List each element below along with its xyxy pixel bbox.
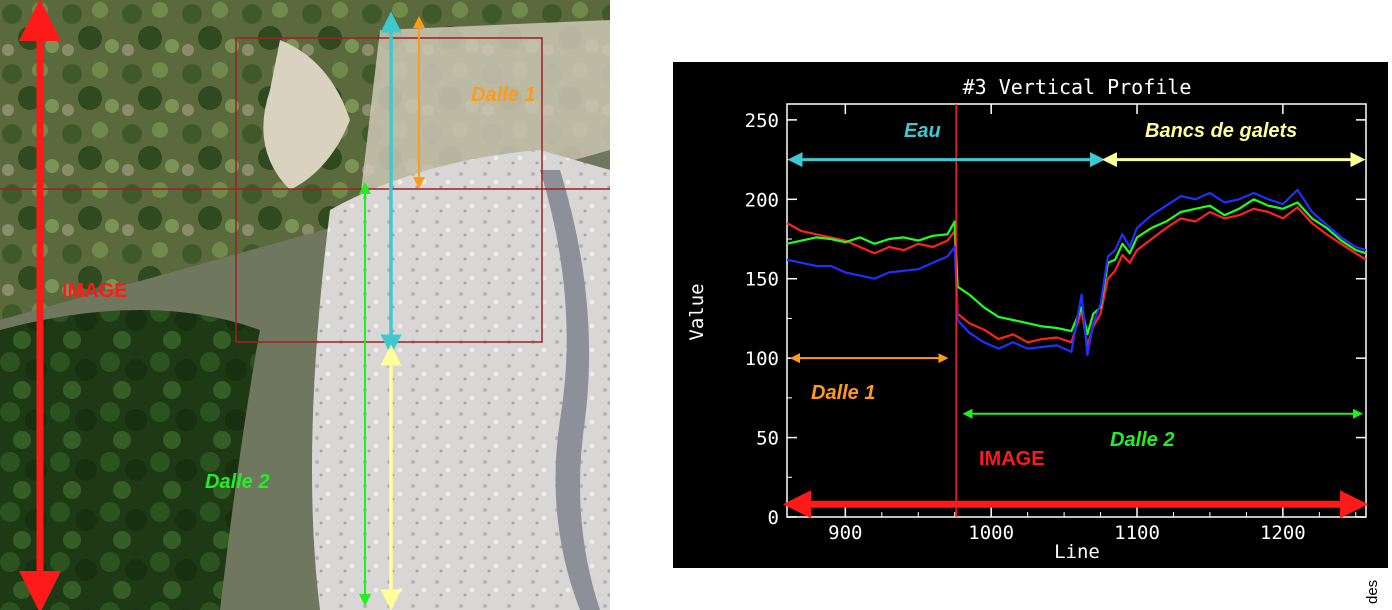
- axis-ticks: 0 50 100 150 200 250 900 1000 1100 1200: [745, 104, 1366, 544]
- chart-dalle1-label: Dalle 1: [811, 382, 875, 404]
- y-tick-label: 250: [745, 110, 779, 132]
- x-tick-label: 900: [828, 522, 862, 544]
- chart-image-label: IMAGE: [979, 448, 1045, 470]
- chart-bancs-label: Bancs de galets: [1145, 120, 1297, 142]
- plot-frame: [786, 103, 1367, 518]
- y-tick-label: 100: [745, 348, 779, 370]
- aerial-arrows: [19, 0, 425, 610]
- y-tick-label: 0: [768, 507, 779, 529]
- aerial-dalle1-label: Dalle 1: [471, 84, 536, 106]
- y-axis-title: Value: [686, 283, 708, 340]
- aerial-dalle2-label: Dalle 2: [205, 471, 270, 493]
- chart-dalle2-label: Dalle 2: [1110, 429, 1174, 451]
- y-tick-label: 50: [756, 428, 779, 450]
- series-line-2: [786, 188, 1367, 357]
- series-line-1: [786, 198, 1367, 336]
- series-lines: [786, 188, 1367, 357]
- x-tick-label: 1100: [1114, 522, 1160, 544]
- chart-annotations: [783, 104, 1368, 519]
- y-tick-label: 150: [745, 269, 779, 291]
- chart-svg: #3 Vertical Profile Line Value 0 50 100 150…: [686, 75, 1368, 563]
- side-note: des: [1360, 574, 1390, 604]
- y-tick-label: 200: [745, 189, 779, 211]
- x-tick-label: 1200: [1260, 522, 1306, 544]
- chart-title: #3 Vertical Profile: [963, 75, 1192, 99]
- x-axis-title: Line: [1054, 541, 1100, 563]
- chart-eau-label: Eau: [904, 120, 941, 142]
- aerial-image-label: IMAGE: [62, 280, 128, 302]
- aerial-image-panel: IMAGE Dalle 1 Dalle 2: [0, 0, 610, 610]
- vertical-profile-chart: #3 Vertical Profile Line Value 0 50 100 150…: [673, 62, 1388, 568]
- side-note-text: des: [1364, 579, 1381, 604]
- x-tick-label: 1000: [968, 522, 1014, 544]
